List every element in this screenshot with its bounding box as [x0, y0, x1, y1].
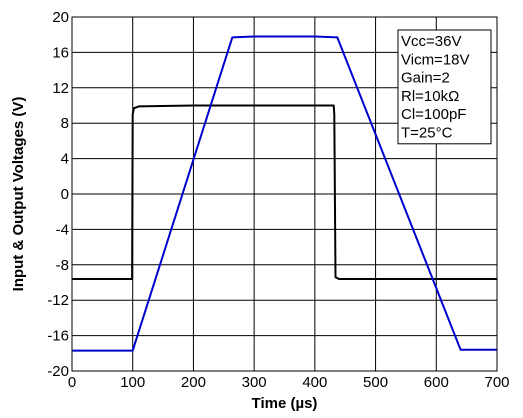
output-voltage-line: [72, 35, 497, 352]
y-tick-label: -16: [47, 328, 69, 345]
annotation-rect: [397, 29, 492, 145]
x-tick-labels: 0 100 200 300 400 500 600 700: [68, 374, 510, 391]
y-tick-label: 16: [52, 44, 69, 61]
y-tick-label: 20: [52, 9, 69, 26]
y-axis-title: Input & Output Voltages (V): [10, 97, 27, 292]
y-tick-labels: -20 -16 -12 -8 -4 0 4 8 12 16 20: [47, 9, 69, 380]
annotation-line: Vicm=18V: [401, 51, 470, 68]
y-tick-label: 12: [52, 80, 69, 97]
plot-lines: [72, 35, 497, 352]
plot-frame: [71, 16, 498, 372]
y-tick-label: -12: [47, 292, 69, 309]
annotation-line: Rl=10kΩ: [401, 88, 459, 105]
x-tick-label: 200: [181, 374, 206, 391]
x-tick-label: 700: [484, 374, 509, 391]
annotation-line: T=25°C: [401, 125, 453, 142]
annotation-line: Cl=100pF: [401, 106, 466, 123]
y-tick-label: -4: [56, 221, 69, 238]
x-tick-label: 0: [68, 374, 76, 391]
annotation-line: Vcc=36V: [401, 33, 461, 50]
y-tick-label: 4: [61, 151, 69, 168]
y-tick-label: 8: [61, 115, 69, 132]
y-tick-label: 0: [61, 186, 69, 203]
x-tick-label: 500: [363, 374, 388, 391]
x-tick-label: 400: [302, 374, 327, 391]
x-tick-label: 100: [120, 374, 145, 391]
y-tick-label: -20: [47, 363, 69, 380]
x-axis-title: Time (µs): [252, 395, 318, 412]
x-tick-label: 600: [424, 374, 449, 391]
x-tick-label: 300: [242, 374, 267, 391]
annotation-line: Gain=2: [401, 70, 450, 87]
y-tick-label: -8: [56, 257, 69, 274]
input-voltage-line: [72, 104, 497, 280]
